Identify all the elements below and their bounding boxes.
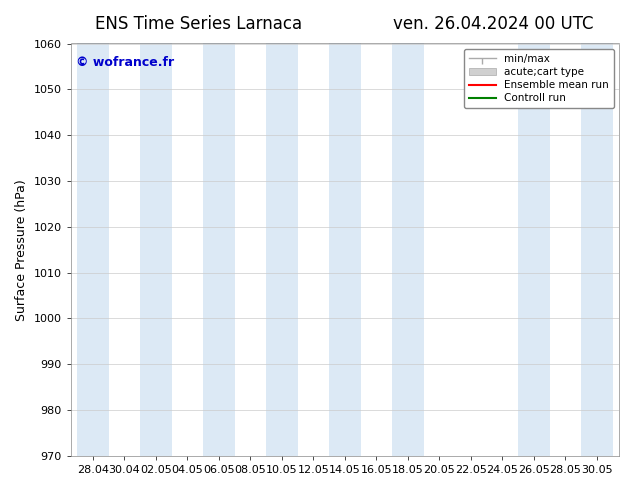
Bar xyxy=(581,44,612,456)
Bar xyxy=(140,44,172,456)
Text: ven. 26.04.2024 00 UTC: ven. 26.04.2024 00 UTC xyxy=(393,15,593,33)
Bar xyxy=(203,44,235,456)
Bar xyxy=(329,44,361,456)
Legend: min/max, acute;cart type, Ensemble mean run, Controll run: min/max, acute;cart type, Ensemble mean … xyxy=(464,49,614,108)
Y-axis label: Surface Pressure (hPa): Surface Pressure (hPa) xyxy=(15,179,28,320)
Bar xyxy=(77,44,108,456)
Text: ENS Time Series Larnaca: ENS Time Series Larnaca xyxy=(95,15,302,33)
Bar xyxy=(518,44,550,456)
Bar xyxy=(266,44,297,456)
Bar xyxy=(392,44,424,456)
Text: © wofrance.fr: © wofrance.fr xyxy=(76,56,174,69)
